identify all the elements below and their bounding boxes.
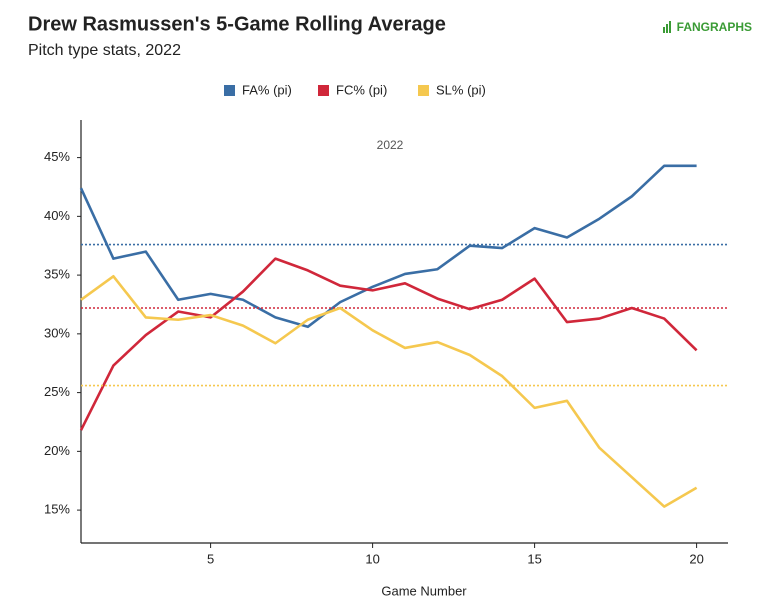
x-tick-label: 20: [689, 551, 703, 566]
chart-title: Drew Rasmussen's 5-Game Rolling Average: [28, 13, 446, 35]
y-tick-label: 25%: [44, 384, 70, 399]
legend-label: FC% (pi): [336, 82, 387, 97]
x-axis-label: Game Number: [381, 583, 467, 598]
series-line: [80, 274, 698, 508]
chart-subtitle: Pitch type stats, 2022: [28, 42, 181, 59]
legend-swatch: [224, 85, 235, 96]
annotation: 2022: [377, 138, 404, 152]
y-tick-label: 30%: [44, 325, 70, 340]
legend-label: SL% (pi): [436, 82, 486, 97]
logo-icon: [663, 21, 671, 33]
y-tick-label: 15%: [44, 502, 70, 517]
x-tick-label: 10: [365, 551, 379, 566]
y-tick-label: 20%: [44, 443, 70, 458]
x-tick-label: 15: [527, 551, 541, 566]
x-tick-label: 5: [207, 551, 214, 566]
legend-label: FA% (pi): [242, 82, 292, 97]
legend-swatch: [418, 85, 429, 96]
y-tick-label: 45%: [44, 149, 70, 164]
series-line: [79, 164, 697, 329]
logo: FANGRAPHS: [677, 20, 752, 34]
y-tick-label: 35%: [44, 267, 70, 282]
series-line: [79, 257, 698, 431]
y-tick-label: 40%: [44, 208, 70, 223]
legend-swatch: [318, 85, 329, 96]
